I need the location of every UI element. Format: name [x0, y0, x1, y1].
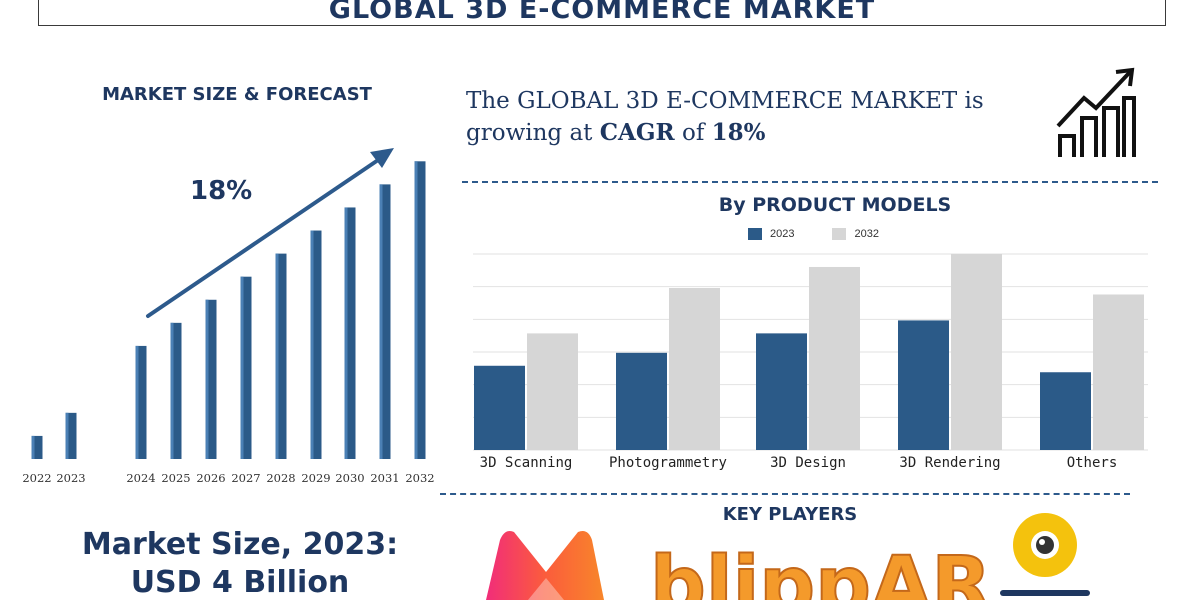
forecast-bar-highlight [65, 412, 69, 459]
forecast-tick-label: 2031 [370, 471, 399, 485]
product-category-label: 3D Design [770, 455, 846, 471]
page-title: GLOBAL 3D E-COMMERCE MARKET [328, 0, 876, 25]
forecast-bar [205, 299, 217, 459]
growth-statement: The GLOBAL 3D E-COMMERCE MARKET is growi… [466, 86, 1066, 149]
forecast-bar-highlight [205, 299, 209, 459]
product-bar-2023 [616, 352, 667, 450]
forecast-chart: 2022 2023 2024 2025 2026 2027 2028 2029 2030 2031… [22, 148, 435, 485]
product-bar-2032 [809, 266, 860, 450]
forecast-tick-label: 2027 [231, 471, 260, 485]
forecast-bar [31, 435, 43, 459]
product-category-label: Photogrammetry [609, 455, 727, 471]
market-size-line1: Market Size, 2023: [81, 527, 399, 562]
growing-text: growing at [466, 120, 600, 146]
forecast-bar-highlight [414, 161, 418, 460]
forecast-bar [379, 184, 391, 459]
forecast-tick-label: 2025 [161, 471, 190, 485]
forecast-tick-label: 2030 [335, 471, 364, 485]
growth-arrow-head [370, 148, 394, 168]
product-category-label: 3D Rendering [899, 455, 1000, 471]
forecast-tick-label: 2029 [301, 471, 330, 485]
forecast-bar [240, 276, 252, 459]
forecast-bar-highlight [170, 322, 174, 459]
forecast-bar-highlight [275, 253, 279, 459]
product-chart-title: By PRODUCT MODELS [718, 194, 952, 216]
market-size-line2: USD 4 Billion [130, 565, 350, 600]
cagr-word: CAGR [599, 119, 675, 146]
product-category-label: 3D Scanning [480, 455, 573, 471]
product-bar-2023 [474, 365, 525, 450]
blippar-wordmark: blippAR [650, 541, 991, 600]
title-banner: GLOBAL 3D E-COMMERCE MARKET [38, 0, 1166, 26]
divider-top [462, 181, 1158, 183]
forecast-bar-highlight [31, 435, 35, 459]
divider-bottom [440, 493, 1130, 495]
product-bar-2023 [898, 320, 949, 450]
forecast-bar [344, 207, 356, 459]
forecast-heading: MARKET SIZE & FORECAST [102, 84, 372, 105]
forecast-bar-highlight [240, 276, 244, 459]
key-players-heading: KEY PLAYERS [722, 504, 858, 525]
cagr-annotation: 18% [190, 176, 253, 206]
forecast-tick-label: 2022 [22, 471, 51, 485]
product-bar-2023 [1040, 372, 1091, 450]
growth-arrow-line [146, 154, 386, 318]
forecast-tick-label: 2024 [126, 471, 155, 485]
forecast-tick-label: 2028 [266, 471, 295, 485]
forecast-bar [414, 161, 426, 460]
cagr-value: 18% [711, 119, 766, 146]
legend-label-2023: 2023 [770, 228, 795, 240]
forecast-bar-highlight [379, 184, 383, 459]
forecast-bar [275, 253, 287, 459]
growth-line1: The GLOBAL 3D E-COMMERCE MARKET is [466, 88, 984, 114]
forecast-bar [135, 345, 147, 459]
product-chart-legend: 2023 2032 [748, 228, 909, 240]
forecast-bar-highlight [135, 345, 139, 459]
legend-swatch-2023 [748, 228, 762, 240]
product-bar-2032 [951, 254, 1002, 450]
market-size-callout: Market Size, 2023: USD 4 Billion [40, 526, 440, 602]
forecast-bar-highlight [310, 230, 314, 459]
product-bar-2032 [527, 333, 578, 450]
forecast-tick-label: 2032 [405, 471, 434, 485]
of-text: of [674, 120, 712, 146]
forecast-bar [310, 230, 322, 459]
legend-swatch-2032 [832, 228, 847, 240]
forecast-tick-label: 2023 [56, 471, 85, 485]
forecast-bar [65, 412, 77, 459]
product-bar-2032 [1093, 294, 1144, 450]
growth-line2: growing at CAGR of 18% [466, 117, 1066, 149]
legend-label-2032: 2032 [854, 228, 879, 240]
forecast-tick-label: 2026 [196, 471, 225, 485]
forecast-bar [170, 322, 182, 459]
forecast-bar-highlight [344, 207, 348, 459]
product-category-label: Others [1067, 455, 1118, 471]
product-bar-2032 [669, 288, 720, 450]
product-bar-2023 [756, 333, 807, 450]
